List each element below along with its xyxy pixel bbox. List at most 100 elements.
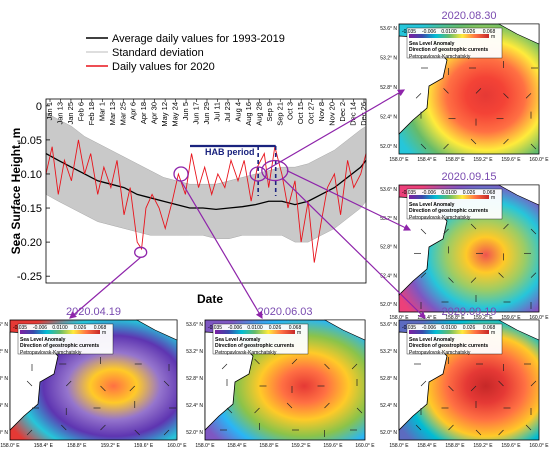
x-tick-label: Aug 28 bbox=[254, 102, 263, 126]
place-label: Petropavlovsk-Kamchatskiy bbox=[20, 350, 82, 356]
lat-tick: 52.8° N bbox=[186, 376, 203, 382]
x-tick-label: Apr 6 bbox=[129, 102, 138, 120]
colorbar-tick: -0.035 bbox=[402, 325, 416, 331]
map-colorbar bbox=[215, 330, 295, 334]
colorbar-tick: 0.068 bbox=[483, 190, 496, 196]
lat-tick: 53.6° N bbox=[0, 322, 8, 328]
lat-tick: 53.2° N bbox=[186, 349, 203, 355]
colorbar-tick: 0.068 bbox=[289, 325, 302, 331]
x-tick-label: Dec 14 bbox=[349, 102, 358, 126]
hab-period-label: HAB period bbox=[205, 147, 255, 157]
map-legend-box bbox=[406, 323, 503, 355]
current-arrow bbox=[254, 358, 260, 365]
x-tick-label: Feb 18 bbox=[87, 102, 96, 125]
map-legend-sla: Sea Level Anomaly bbox=[409, 41, 455, 47]
x-tick-label: Aug 16 bbox=[244, 102, 253, 126]
place-label: Petropavlovsk-Kamchatskiy bbox=[215, 350, 277, 356]
current-arrow bbox=[420, 143, 427, 150]
connector-arrow bbox=[286, 170, 412, 231]
current-arrow bbox=[530, 380, 537, 387]
lon-tick: 159.2° E bbox=[473, 315, 493, 321]
colorbar-tick: -0.035 bbox=[402, 29, 416, 35]
lon-tick: 158.8° E bbox=[445, 315, 465, 321]
lon-tick: 158.0° E bbox=[0, 443, 20, 449]
lon-tick: 158.0° E bbox=[389, 315, 409, 321]
y-tick-label: -0.20 bbox=[17, 237, 42, 249]
map-legend-currents: Direction of geostrophic currents bbox=[409, 343, 488, 349]
lon-tick: 160.0° E bbox=[167, 443, 187, 449]
x-tick-label: Jun 17 bbox=[192, 102, 201, 125]
current-arrow bbox=[530, 228, 537, 235]
x-tick-label: Nov 20 bbox=[328, 102, 337, 126]
current-arrow bbox=[498, 380, 504, 387]
current-arrow bbox=[163, 380, 170, 387]
colorbar-tick: 0.0100 bbox=[441, 29, 457, 35]
current-arrow bbox=[61, 424, 67, 431]
colorbar-tick: 0.0100 bbox=[247, 325, 263, 331]
colorbar-tick: -0.006 bbox=[422, 325, 436, 331]
colorbar-tick: -0.006 bbox=[422, 29, 436, 35]
lat-tick: 53.2° N bbox=[380, 56, 397, 62]
x-tick-label: Sep 21 bbox=[275, 102, 284, 126]
x-tick-label: Nov 8 bbox=[317, 102, 326, 122]
x-tick-label: Jul 11 bbox=[212, 102, 221, 121]
x-tick-label: Aug 4 bbox=[233, 102, 242, 122]
map-legend-currents: Direction of geostrophic currents bbox=[409, 208, 488, 214]
lon-tick: 160.0° E bbox=[529, 157, 549, 163]
current-arrow bbox=[530, 272, 537, 278]
x-tick-label: May 24 bbox=[171, 102, 180, 127]
x-tick-label: Oct 27 bbox=[307, 102, 316, 124]
x-tick-label: Sep 9 bbox=[265, 102, 274, 122]
lon-tick: 158.0° E bbox=[389, 443, 409, 449]
colorbar-tick: 0.026 bbox=[269, 325, 282, 331]
current-arrow bbox=[503, 223, 509, 230]
x-tick-label: Jan 13 bbox=[55, 102, 64, 125]
map-legend-sla: Sea Level Anomaly bbox=[409, 202, 455, 208]
current-arrow bbox=[134, 429, 140, 436]
colorbar-tick: 0.026 bbox=[463, 29, 476, 35]
current-arrow bbox=[498, 272, 504, 278]
coastline-ne bbox=[497, 23, 540, 45]
x-axis-label: Date bbox=[197, 292, 223, 306]
current-arrow bbox=[525, 424, 532, 431]
lat-tick: 53.2° N bbox=[0, 349, 8, 355]
legend-label: Standard deviation bbox=[112, 47, 204, 59]
map-legend-sla: Sea Level Anomaly bbox=[20, 337, 66, 343]
highlight-circle bbox=[173, 166, 189, 182]
colorbar-tick: 0.0100 bbox=[441, 190, 457, 196]
lat-tick: 52.8° N bbox=[380, 85, 397, 91]
lat-tick: 52.0° N bbox=[186, 430, 203, 436]
current-arrow bbox=[525, 93, 532, 99]
lon-tick: 159.2° E bbox=[473, 443, 493, 449]
coastline-ne bbox=[323, 319, 366, 341]
lon-tick: 158.0° E bbox=[195, 443, 215, 449]
main-chart: 0 -0.05 -0.10 -0.15 -0.20 -0.25 Jan 1 Jan 13 Ja… bbox=[9, 33, 368, 306]
y-tick-label: -0.10 bbox=[17, 169, 42, 181]
map-legend-box bbox=[406, 188, 503, 220]
current-arrow bbox=[503, 138, 509, 145]
lat-tick: 52.0° N bbox=[0, 430, 8, 436]
lon-tick: 160.0° E bbox=[529, 315, 549, 321]
map-title: 2020.09.19 bbox=[441, 306, 496, 318]
current-arrow bbox=[420, 380, 427, 387]
lon-tick: 158.0° E bbox=[389, 157, 409, 163]
x-tick-label: Mar 25 bbox=[118, 102, 127, 125]
colorbar-tick: -0.035 bbox=[402, 190, 416, 196]
current-arrow bbox=[286, 402, 293, 409]
coastline-ne bbox=[135, 319, 178, 341]
lat-tick: 53.6° N bbox=[380, 322, 397, 328]
map-colorbar bbox=[409, 330, 489, 334]
lat-tick: 53.6° N bbox=[380, 26, 397, 32]
connector-arrow bbox=[69, 256, 142, 319]
current-arrow bbox=[291, 358, 298, 365]
map-title: 2020.04.19 bbox=[66, 306, 121, 318]
lat-tick: 52.4° N bbox=[380, 403, 397, 409]
highlight-circle bbox=[249, 166, 267, 182]
y-tick-label: 0 bbox=[36, 101, 42, 113]
x-tick-label: Mar 1 bbox=[97, 102, 106, 121]
current-arrow bbox=[470, 223, 477, 230]
